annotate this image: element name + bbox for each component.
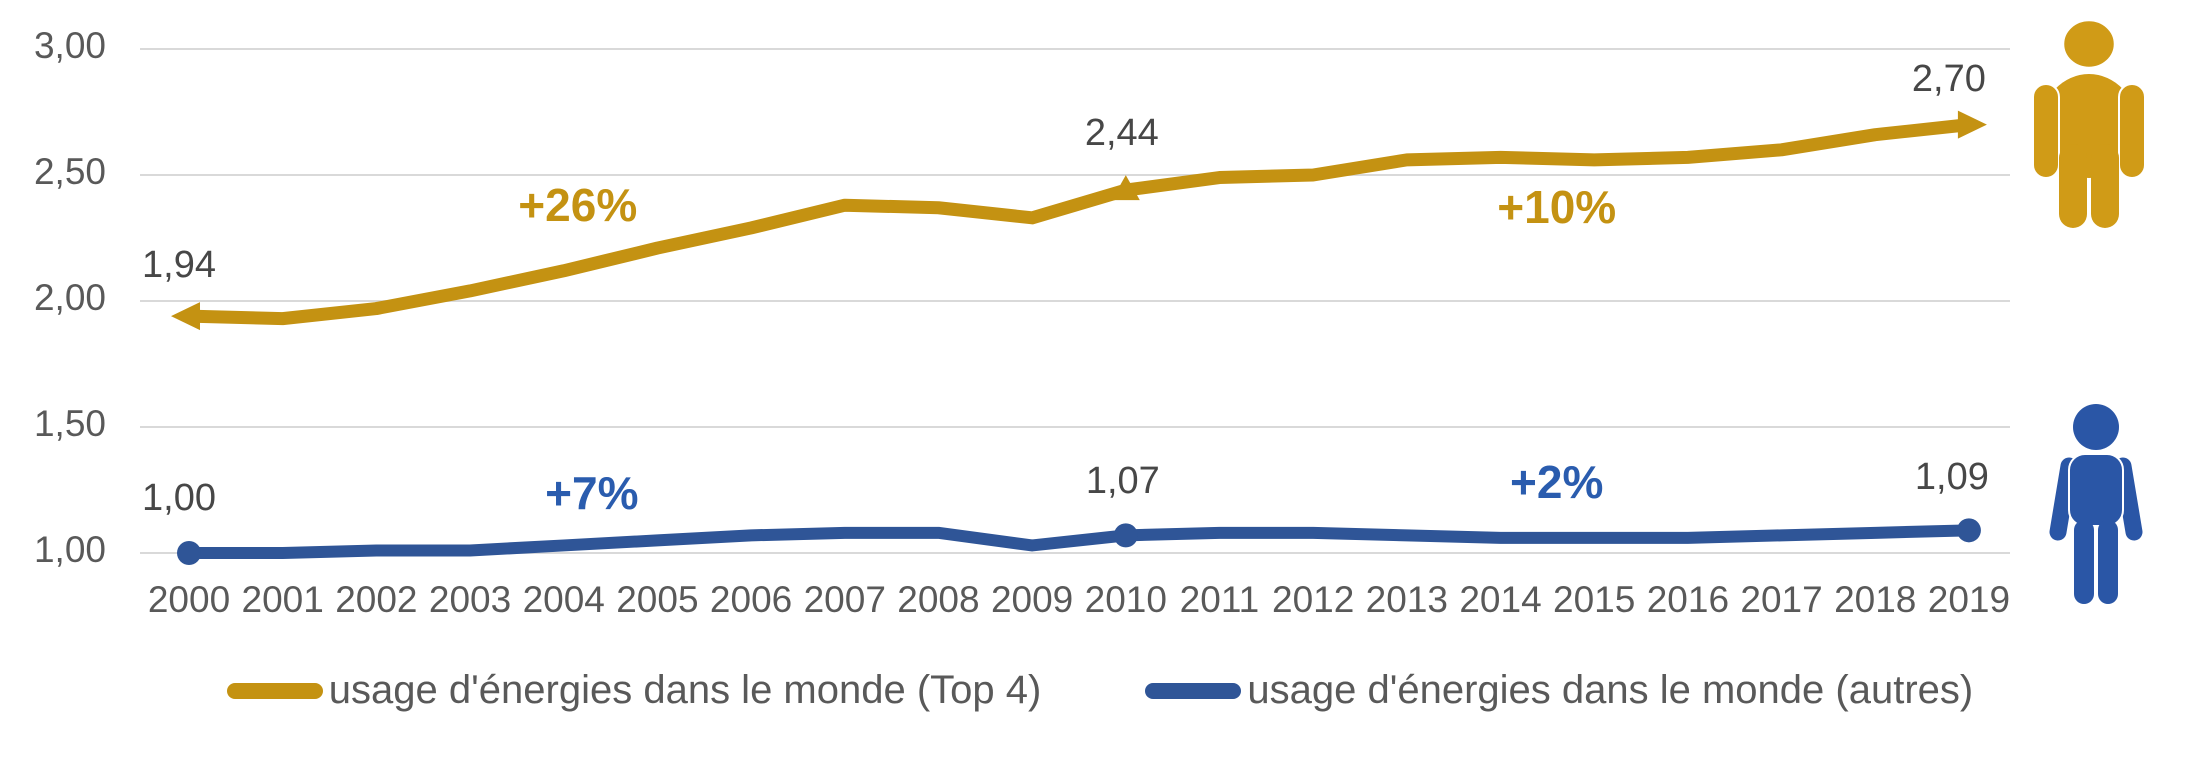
x-axis-label: 2007 [803,579,886,620]
legend-label-top4: usage d'énergies dans le monde (Top 4) [328,668,1042,712]
y-axis-label: 2,50 [33,151,106,192]
legend-label-autres: usage d'énergies dans le monde (autres) [1247,668,1974,712]
legend: usage d'énergies dans le monde (Top 4) u… [0,668,2200,713]
data-label: 1,94 [142,244,216,287]
legend-swatch-autres [1145,682,1242,699]
data-label: 1,09 [1914,456,1989,499]
annotation-7pct: +7% [545,467,639,520]
marker-circle [177,541,201,565]
legend-item-top4: usage d'énergies dans le monde (Top 4) [226,668,1042,713]
marker-circle [1113,523,1138,548]
marker-triangle-right [1957,110,1987,139]
x-axis-label: 2016 [1646,579,1730,620]
fat-person-icon [2032,18,2146,228]
marker-triangle-up [1111,175,1140,201]
x-axis-label: 2018 [1834,579,1917,620]
x-axis-label: 2010 [1084,579,1167,620]
x-axis-label: 2011 [1179,579,1260,620]
data-label: 2,70 [1911,57,1986,100]
slim-person-icon [2049,404,2143,604]
x-axis-label: 2019 [1927,579,2011,620]
x-axis-label: 2004 [522,579,605,620]
x-axis-label: 2006 [709,579,793,620]
series-line-top4 [182,118,1976,326]
y-axis-label: 3,00 [33,25,106,66]
marker-circle [1956,518,1981,543]
x-axis-label: 2014 [1459,579,1542,620]
x-axis-label: 2017 [1740,579,1823,620]
annotation-10pct: +10% [1497,181,1617,234]
data-label: 1,00 [142,477,216,519]
y-axis-label: 1,50 [33,403,106,444]
x-axis-label: 2013 [1365,579,1448,620]
legend-item-autres: usage d'énergies dans le monde (autres) [1145,668,1973,713]
data-label: 2,44 [1084,112,1159,155]
data-label: 1,07 [1085,460,1160,503]
x-axis-label: 2015 [1553,579,1636,620]
series-line-autres [183,524,1975,559]
legend-swatch-top4 [226,682,323,699]
x-axis-label: 2012 [1272,579,1355,620]
x-axis-label: 2009 [990,579,1074,620]
x-axis-label: 2005 [616,579,699,620]
x-axis-label: 2003 [428,579,512,620]
x-axis-label: 2000 [147,579,231,620]
y-axis-label: 2,00 [33,277,106,318]
marker-triangle-left [171,302,200,331]
annotation-26pct: +26% [518,178,638,231]
x-axis-label: 2008 [897,579,980,620]
x-axis-label: 2002 [335,579,418,620]
x-axis-label: 2001 [241,579,324,620]
annotation-2pct: +2% [1510,455,1604,508]
y-axis-label: 1,00 [33,529,106,570]
